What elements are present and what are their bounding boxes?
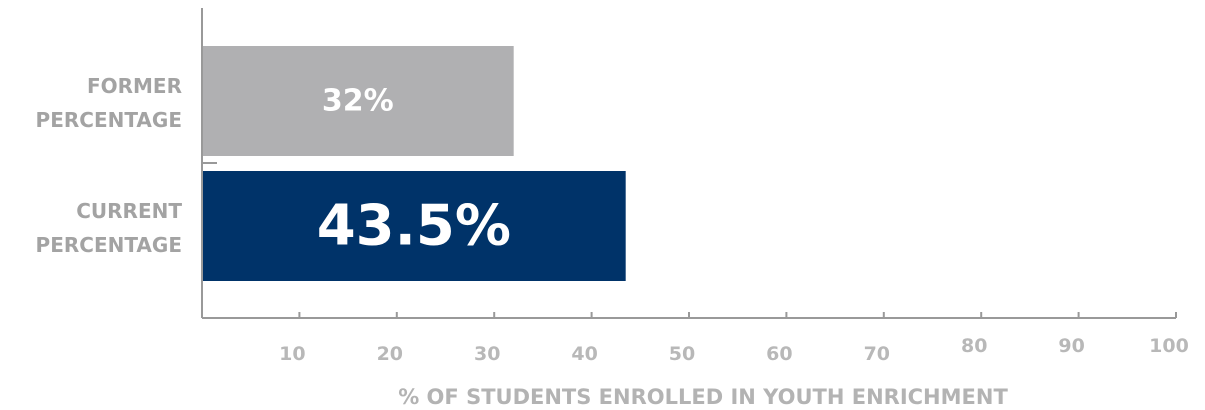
x-tick-label: 30 xyxy=(474,343,500,365)
x-tick-label: 40 xyxy=(571,343,597,365)
bar-former xyxy=(202,46,514,156)
bars-layer xyxy=(202,46,626,281)
x-tick-label: 50 xyxy=(669,343,695,365)
x-tick-label: 10 xyxy=(279,343,305,365)
axes-layer xyxy=(201,8,1177,319)
category-label-former: FORMER PERCENTAGE xyxy=(36,74,182,132)
category-label-current: CURRENT PERCENTAGE xyxy=(36,199,183,257)
x-tick-label: 60 xyxy=(766,343,792,365)
bar-data-label-former: 32% xyxy=(322,84,394,119)
bar-current xyxy=(202,171,626,281)
labels-layer: 32% FORMER PERCENTAGE 43.5% CURRENT PERCENTAG… xyxy=(36,74,1189,365)
x-axis-title: % OF STUDENTS ENROLLED IN YOUTH ENRICHME… xyxy=(398,385,1008,409)
x-tick-label: 100 xyxy=(1149,335,1189,357)
x-tick-label: 80 xyxy=(961,335,987,357)
bar-data-label-current: 43.5% xyxy=(317,194,511,259)
x-tick-label: 90 xyxy=(1058,335,1084,357)
x-tick-label: 70 xyxy=(864,343,890,365)
x-tick-label: 20 xyxy=(377,343,403,365)
